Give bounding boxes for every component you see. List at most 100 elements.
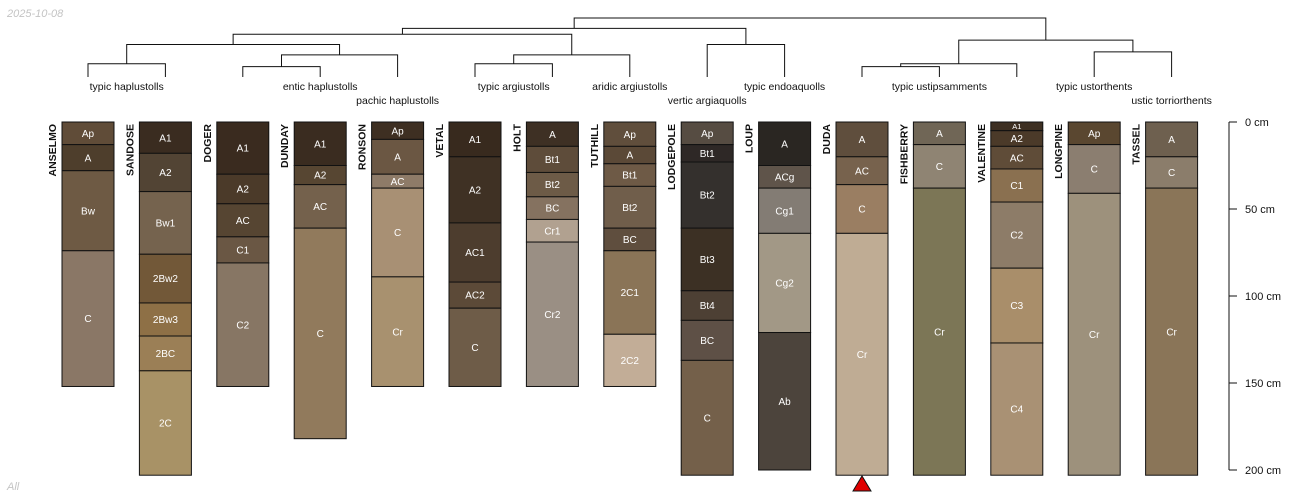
profile-name: ANSELMO — [47, 124, 59, 177]
depth-tick-label: 100 cm — [1245, 291, 1281, 303]
horizon-label: A — [781, 139, 788, 150]
horizon — [216, 262, 270, 387]
horizon — [293, 184, 347, 229]
horizon — [138, 121, 192, 154]
horizon — [990, 342, 1044, 476]
depth-tick-label: 150 cm — [1245, 378, 1281, 390]
horizon-label: AC1 — [465, 248, 485, 259]
horizon — [758, 121, 812, 166]
horizon-label: A2 — [1011, 134, 1024, 145]
horizon-label: Bt3 — [700, 255, 715, 266]
horizon — [603, 333, 657, 387]
horizon-label: Cr2 — [544, 310, 561, 321]
horizon-label: A — [549, 130, 556, 141]
horizon-label: C2 — [236, 320, 249, 331]
horizon — [138, 335, 192, 372]
horizon — [448, 281, 502, 309]
horizon — [138, 191, 192, 255]
horizon-label: A2 — [469, 185, 482, 196]
horizon-label: Bt1 — [700, 149, 715, 160]
horizon-label: A — [936, 129, 943, 140]
horizon — [448, 307, 502, 387]
horizon — [603, 185, 657, 229]
horizon — [758, 232, 812, 334]
horizon — [371, 276, 425, 387]
horizon — [525, 121, 579, 147]
horizon — [138, 253, 192, 304]
horizon — [912, 144, 966, 189]
horizon — [1067, 192, 1121, 476]
horizon — [835, 232, 889, 476]
horizon-label: Bt4 — [700, 301, 715, 312]
profile-name: LONGPINE — [1053, 124, 1065, 179]
horizon — [758, 332, 812, 471]
horizon — [138, 370, 192, 476]
horizon-label: Ab — [778, 397, 791, 408]
dendrogram-branch — [706, 44, 786, 77]
horizon-label: 2Bw2 — [153, 274, 178, 285]
profile-valentine: VALENTINE A1 A2 AC C1 C2 C3 C4 — [976, 121, 1044, 476]
horizon-label: AC — [855, 166, 869, 177]
horizon-label: C2 — [1010, 231, 1023, 242]
horizon-label: 2Bw3 — [153, 315, 178, 326]
horizon-label: AC — [313, 202, 327, 213]
dendrogram-branch — [513, 54, 631, 77]
horizon — [293, 227, 347, 440]
horizon-label: AC — [236, 216, 250, 227]
horizon — [448, 121, 502, 158]
profile-vetal: VETAL A1 A2 AC1 AC2 C — [434, 121, 502, 387]
horizon-label: A1 — [159, 133, 172, 144]
horizon — [138, 302, 192, 337]
horizon-label: C4 — [1010, 405, 1023, 416]
profile-name: RONSON — [357, 124, 369, 170]
horizon-label: Cg1 — [775, 206, 794, 217]
horizon-label: BC — [700, 336, 714, 347]
taxon-label: typic ustipsamments — [892, 81, 987, 93]
profile-name: VALENTINE — [976, 124, 988, 183]
dendrogram-branch — [474, 63, 553, 77]
horizon-label: C — [1091, 165, 1098, 176]
truncation-marker-icon — [852, 475, 872, 492]
horizon-label: Ap — [82, 129, 95, 140]
horizon-label: ACg — [775, 172, 794, 183]
taxon-label: vertic argiaquolls — [668, 95, 747, 107]
horizon-label: Cr — [1089, 330, 1100, 341]
taxon-label: pachic haplustolls — [356, 95, 439, 107]
horizon-label: 2C — [159, 419, 172, 430]
horizon-label: A — [1168, 135, 1175, 146]
profiles: ANSELMO Ap A Bw C SANDOSE A1 A2 Bw1 2Bw2 2Bw3 2BC 2C… — [47, 121, 1199, 476]
horizon — [758, 187, 812, 234]
profile-tassel: TASSEL A C Cr — [1131, 121, 1199, 476]
profile-name: DOGER — [202, 124, 214, 163]
dendrogram-branch — [900, 63, 1018, 77]
horizon — [1145, 121, 1199, 158]
horizon — [525, 171, 579, 198]
horizon — [293, 121, 347, 166]
horizon — [603, 250, 657, 335]
horizon-label: Bw — [81, 206, 96, 217]
horizon-label: A2 — [159, 168, 172, 179]
taxonomy-labels: typic haplustolls entic haplustolls pachic… — [90, 81, 1212, 107]
horizon-label: A — [859, 135, 866, 146]
depth-tick-label: 50 cm — [1245, 204, 1275, 216]
horizon — [61, 250, 115, 387]
horizon-label: Bt1 — [622, 171, 637, 182]
horizon-label: C — [394, 228, 401, 239]
taxon-label: entic haplustolls — [283, 81, 358, 93]
taxon-label: typic endoaquolls — [744, 81, 825, 93]
horizon-label: C — [1168, 168, 1175, 179]
horizon-label: Bt2 — [545, 180, 560, 191]
taxon-label: typic haplustolls — [90, 81, 164, 93]
profile-name: SANDOSE — [124, 124, 136, 176]
profile-name: FISHBERRY — [898, 124, 910, 184]
horizon — [216, 236, 270, 264]
horizon-label: Cr1 — [544, 226, 561, 237]
subset-label: All — [7, 481, 20, 493]
profile-ronson: RONSON Ap A AC C Cr — [357, 121, 425, 387]
horizon-label: A2 — [237, 185, 250, 196]
horizon-label: Cr — [1166, 327, 1177, 338]
horizon — [835, 121, 889, 158]
horizon-label: AC — [391, 177, 405, 188]
horizon-label: AC2 — [465, 291, 485, 302]
